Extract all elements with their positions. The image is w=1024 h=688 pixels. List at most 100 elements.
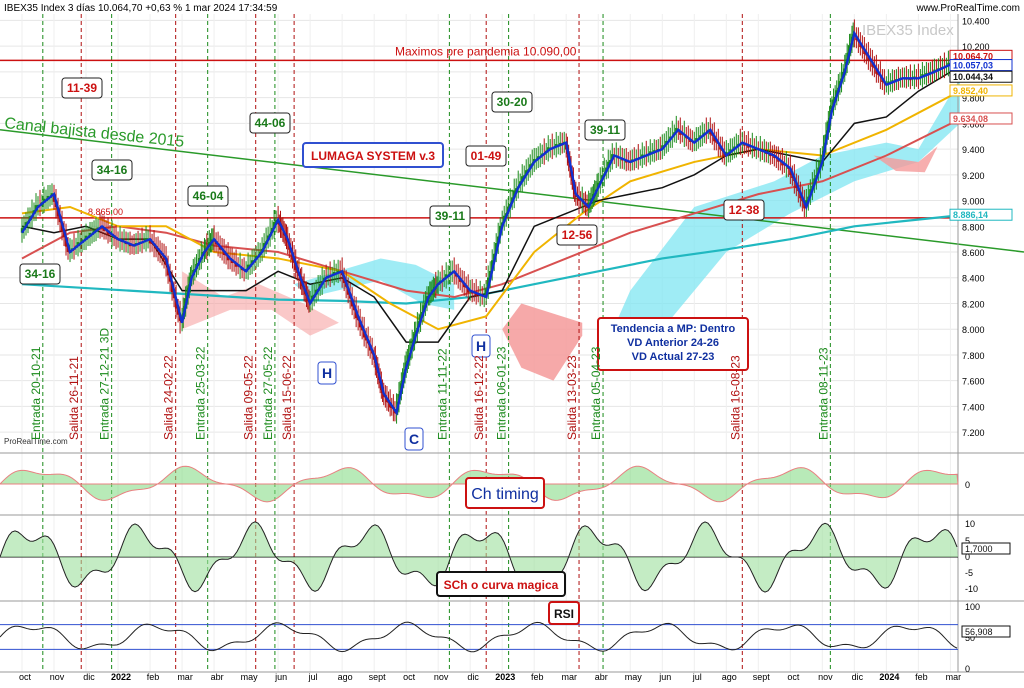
rsi-axis-tick: 100 [965,602,980,612]
label-box-text: 44-06 [255,116,286,130]
label-box [61,77,103,99]
candle-body [679,131,682,135]
signal-label-entrada: Entrada 08-11-23 [816,347,830,440]
signal-label-salida: Salida 16-08-23 [728,355,742,440]
candle-body [462,283,466,288]
label-box [556,224,598,246]
resistance-label: 8.865,00 [88,207,123,217]
candle-body [819,160,822,168]
candle-body [106,231,110,235]
candle-body [64,237,68,247]
timing-line [0,465,959,503]
candle-body [310,295,314,301]
x-tick-label: oct [787,672,800,682]
price-tag-box [949,70,1013,83]
candle-body [521,176,524,182]
signal-label-entrada: Entrada 27-05-22 [261,346,275,440]
candle-body [148,239,152,244]
rsi-value-box [961,625,1011,638]
label-box-text: 01-49 [471,149,502,163]
footer-brand: ProRealTime.com [4,437,68,446]
x-tick-label: dic [852,672,864,682]
candle-body [34,205,38,211]
candle-body [709,129,712,135]
y-tick-label: 9.400 [962,145,985,155]
label-box-text: 12-38 [729,203,760,217]
price-tag-box [949,208,1013,221]
x-tick-label: oct [403,672,416,682]
candle-body [871,62,874,67]
x-tick-label: dic [83,672,95,682]
label-box-text: 12-56 [562,228,593,242]
y-tick-label: 7.200 [962,428,985,438]
cloud-red-1 [502,303,583,381]
label-box-text: 46-04 [193,189,224,203]
price-tag: 10.044,34 [953,72,993,82]
x-tick-label: abr [211,672,224,682]
candle-body [144,238,148,241]
label-box-text: 11-39 [67,81,97,95]
y-tick-label: 7.800 [962,351,985,361]
candle-body [661,145,664,150]
price-tag-box [949,59,1013,72]
cloud-cyan-1 [294,258,455,310]
candle-body [863,49,866,54]
x-tick-label: nov [50,672,65,682]
pattern-box [471,334,491,358]
label-box [723,199,765,221]
y-tick-label: 9.200 [962,171,985,181]
x-tick-label: jul [308,672,318,682]
chart-title: IBEX35 Index 3 días 10.064,70 +0,63 % 1 … [4,3,278,14]
candle-body [84,235,88,240]
signal-label-entrada: Entrada 05-04-23 [589,346,603,440]
candle-body [162,256,166,260]
signal-label-entrada: Entrada 20-10-21 [29,346,43,440]
resistance-label: Maximos pre pandemia 10.090,00 [395,44,577,58]
x-tick-label: sept [369,672,387,682]
cloud-red-2 [182,271,339,336]
y-tick-label: 10.400 [962,16,990,26]
candle-body [354,310,358,319]
pattern-label: C [409,431,419,447]
label-box-text: 34-16 [25,267,56,281]
candle-body [226,256,230,261]
signal-label-salida: Salida 16-12-22 [472,355,486,440]
system-box [302,142,444,168]
price-tag: 9.852,40 [953,86,988,96]
rsi-label: RSI [554,607,574,621]
y-tick-label: 8.200 [962,299,985,309]
y-tick-label: 8.400 [962,274,985,284]
label-box [429,205,471,227]
y-tick-label: 9.000 [962,197,985,207]
candle-body [222,251,226,256]
candle-body [42,198,46,203]
price-tag: 8.886,14 [953,210,988,220]
signal-label-entrada: Entrada 11-11-22 [435,348,449,440]
x-tick-label: may [241,672,259,682]
x-tick-label: feb [915,672,928,682]
y-tick-label: 7.400 [962,402,985,412]
signal-label-entrada: Entrada 25-03-22 [194,346,208,440]
x-tick-label: mar [561,672,577,682]
signal-label-salida: Salida 15-06-22 [280,355,294,440]
cloud-cyan-2 [604,78,960,349]
candle-body [272,222,276,228]
signal-label-entrada: Entrada 06-01-23 [495,346,509,440]
x-tick-label: oct [19,672,32,682]
sch-axis-tick: -10 [965,584,978,594]
candle-body [713,136,716,142]
signal-label-salida: Salida 26-11-21 [67,356,81,440]
candle-body [513,190,516,198]
signal-label-salida: Salida 09-05-22 [242,355,256,440]
x-tick-label: feb [531,672,544,682]
candle-body [781,161,784,166]
pattern-label: H [322,365,332,381]
candle-body [675,127,678,133]
candle-body [362,330,366,338]
label-box [584,119,626,141]
candle-body [875,68,878,74]
label-box-text: 34-16 [97,163,128,177]
label-box-text: 39-11 [435,209,465,223]
y-tick-label: 8.800 [962,222,985,232]
